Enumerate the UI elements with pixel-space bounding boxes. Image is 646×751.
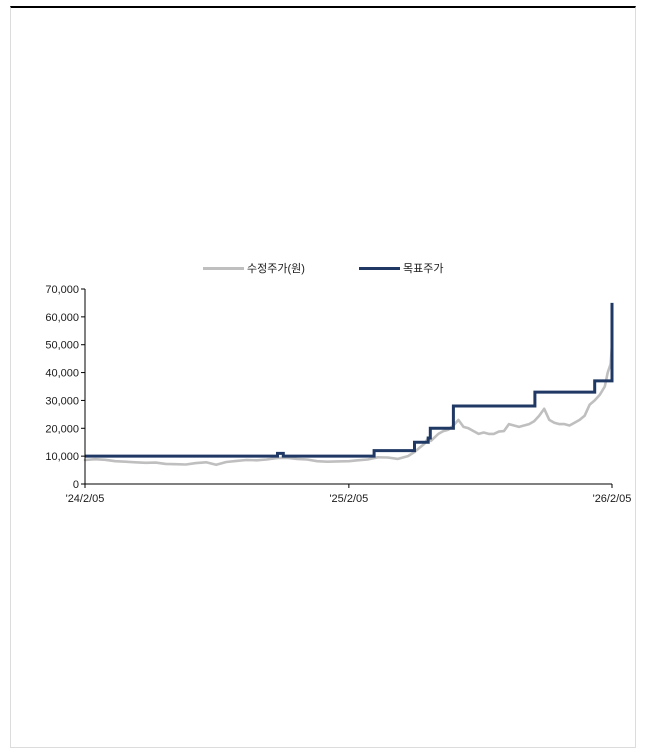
adjusted-price-line [83, 343, 614, 467]
y-tick-label: 70,000 [45, 284, 79, 296]
y-tick-label: 30,000 [45, 395, 79, 407]
legend-item-target-price: 목표주가 [359, 260, 443, 276]
x-tick-label: '24/2/05 [66, 493, 105, 505]
legend-label-target-price: 목표주가 [403, 263, 444, 275]
y-tick-label: 60,000 [45, 312, 79, 324]
legend-label-adjusted-price: 수정주가(원) [247, 263, 305, 275]
y-tick-label: 0 [73, 479, 79, 491]
legend-swatch-adjusted-price [203, 266, 244, 270]
x-tick-label: '25/2/05 [329, 493, 368, 505]
y-tick-label: 40,000 [45, 368, 79, 380]
y-tick-label: 10,000 [45, 451, 79, 463]
legend-item-adjusted-price: 수정주가(원) [203, 260, 305, 276]
legend-swatch-target-price [359, 266, 400, 270]
y-tick-label: 50,000 [45, 340, 79, 352]
target-price-line [85, 302, 614, 458]
y-tick-label: 20,000 [45, 423, 79, 435]
x-tick-label: '26/2/05 [593, 493, 632, 505]
page-frame [10, 6, 636, 748]
